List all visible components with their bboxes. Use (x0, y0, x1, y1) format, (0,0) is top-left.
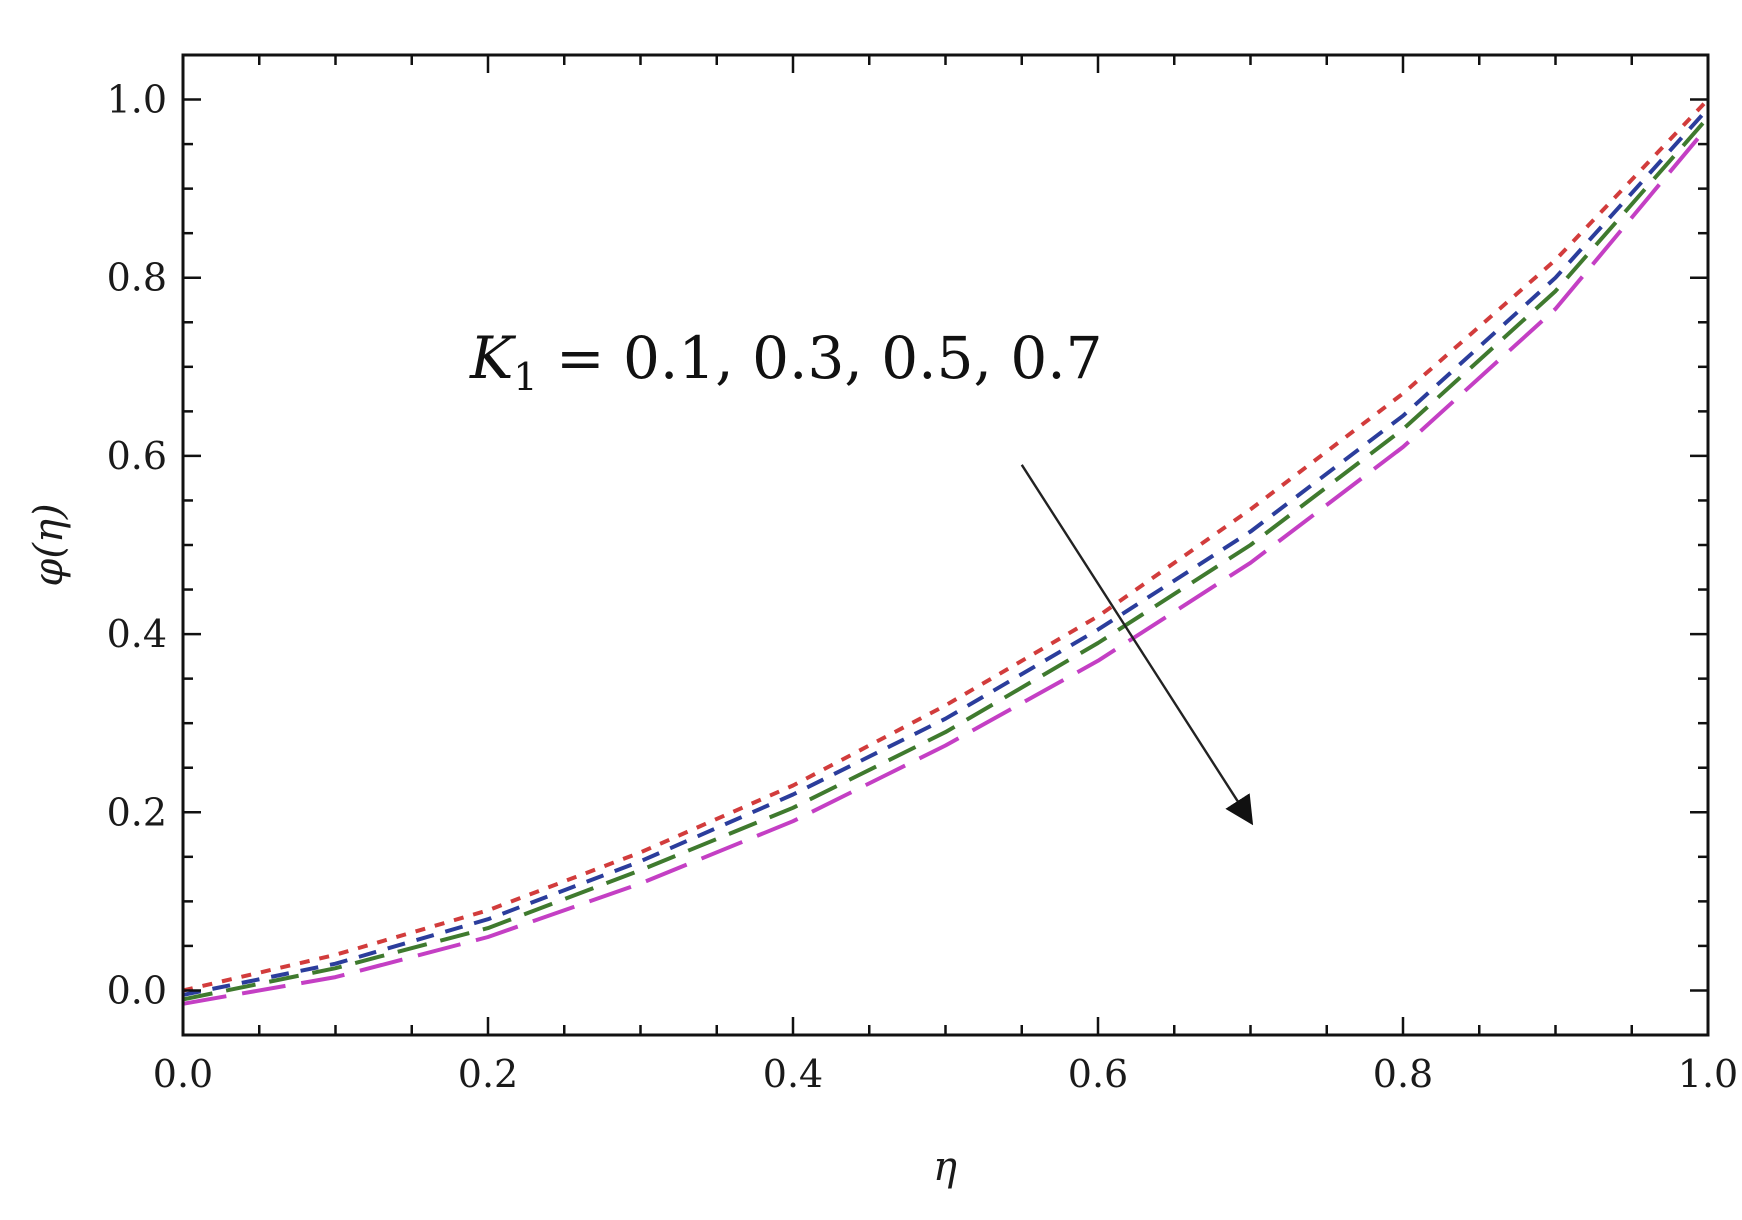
y-axis-label: φ(η) (26, 503, 72, 586)
x-tick-label: 0.6 (1068, 1052, 1128, 1096)
series-line-4 (182, 125, 1710, 1006)
x-axis-label: η (933, 1144, 957, 1190)
x-tick-label: 1.0 (1678, 1052, 1738, 1096)
annotation-arrow (1020, 464, 1254, 826)
x-tick-label: 0.8 (1373, 1052, 1433, 1096)
y-tick-label: 0.0 (107, 968, 167, 1012)
x-tick-label: 0.0 (153, 1052, 213, 1096)
series-line-3 (182, 116, 1710, 1002)
annotation-label: K1 = 0.1, 0.3, 0.5, 0.7 (469, 324, 1103, 399)
annotation-symbol: K (469, 324, 517, 392)
annotation-subscript: 1 (513, 355, 537, 399)
series-line-2 (182, 107, 1710, 997)
y-tick-label: 0.4 (107, 612, 167, 656)
x-tick-label: 0.4 (763, 1052, 823, 1096)
annotation-values: = 0.1, 0.3, 0.5, 0.7 (538, 324, 1103, 392)
y-tick-label: 1.0 (107, 78, 167, 122)
series-layer (182, 98, 1710, 1006)
ticks-layer: 0.0 0.2 0.4 0.6 0.8 1.0 0.0 0.2 0.4 0.6 0.8 1.0 (107, 55, 1738, 1096)
x-tick-label: 0.2 (458, 1052, 518, 1096)
y-tick-label: 0.2 (107, 790, 167, 834)
plot-frame (181, 53, 1710, 1037)
series-line-1 (182, 98, 1710, 993)
y-tick-label: 0.6 (107, 434, 167, 478)
y-tick-label: 0.8 (107, 256, 167, 300)
